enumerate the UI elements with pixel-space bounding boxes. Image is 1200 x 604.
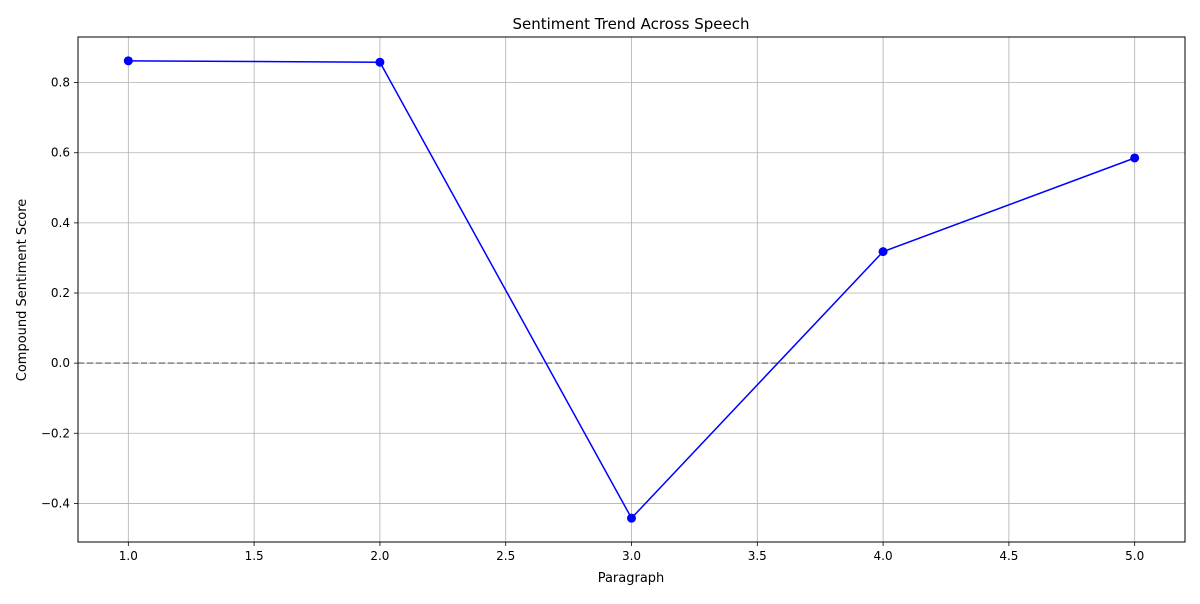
y-tick-label: −0.2 xyxy=(41,426,70,440)
data-point xyxy=(375,57,385,67)
y-axis-label: Compound Sentiment Score xyxy=(15,199,30,382)
x-tick-label: 1.5 xyxy=(245,549,264,563)
x-tick-label: 1.0 xyxy=(119,549,138,563)
x-tick-label: 2.0 xyxy=(370,549,389,563)
x-tick-label: 3.0 xyxy=(622,549,641,563)
data-point xyxy=(627,513,636,523)
data-point xyxy=(123,56,133,66)
data-point xyxy=(1130,153,1140,163)
axis-ticks: 1.0 1.5 2.0 2.5 3.0 3.5 4.0 4.5 5.0 −0.4 −0.2 0.0 0.… xyxy=(41,76,1144,563)
x-tick-label: 4.0 xyxy=(874,549,893,563)
grid-lines xyxy=(78,37,1185,542)
y-tick-label: −0.4 xyxy=(41,496,70,510)
data-point xyxy=(878,247,888,257)
y-tick-label: 0.0 xyxy=(51,356,70,370)
y-tick-label: 0.6 xyxy=(51,146,70,160)
x-tick-label: 5.0 xyxy=(1125,549,1144,563)
x-axis-label: Paragraph xyxy=(598,571,665,586)
series-layer xyxy=(123,56,1140,523)
y-tick-label: 0.2 xyxy=(51,286,70,300)
chart-title: Sentiment Trend Across Speech xyxy=(512,15,749,33)
y-tick-label: 0.8 xyxy=(51,76,70,90)
x-tick-label: 4.5 xyxy=(999,549,1018,563)
x-tick-label: 2.5 xyxy=(496,549,515,563)
x-tick-label: 3.5 xyxy=(748,549,767,563)
y-tick-label: 0.4 xyxy=(51,216,70,230)
